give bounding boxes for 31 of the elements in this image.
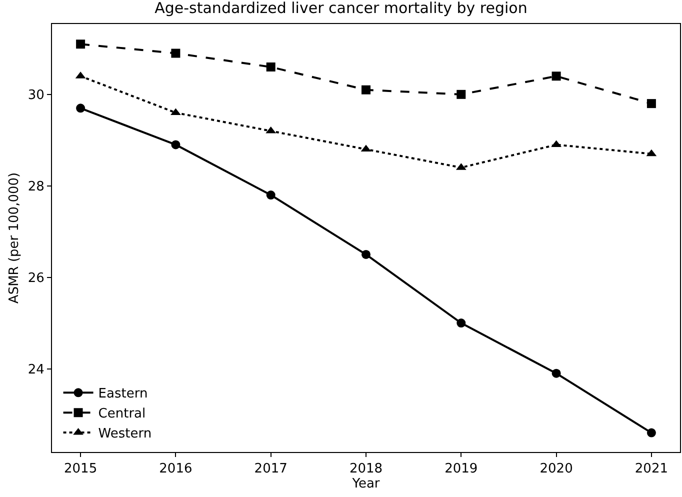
legend-label: Eastern <box>98 386 148 402</box>
point <box>266 62 276 72</box>
x-tick-label: 2019 <box>444 462 478 477</box>
x-tick-label: 2018 <box>349 462 383 477</box>
x-tick-label: 2021 <box>634 462 668 477</box>
y-tick-label: 24 <box>28 362 44 378</box>
x-axis-title: Year <box>351 476 380 492</box>
point <box>362 85 370 94</box>
x-tick-label: 2017 <box>254 462 288 477</box>
y-axis-title: ASMR (per 100,000) <box>6 172 22 304</box>
y-tick-label: 26 <box>28 270 44 286</box>
point <box>362 250 370 259</box>
point <box>456 90 466 99</box>
x-tick-label: 2016 <box>159 462 192 477</box>
point <box>76 104 86 113</box>
point <box>76 40 86 49</box>
point <box>266 190 276 200</box>
point <box>171 140 180 150</box>
point <box>552 368 561 378</box>
legend-label: Western <box>98 426 152 442</box>
point <box>646 99 656 108</box>
point <box>646 428 656 438</box>
chart-title: Age-standardized liver cancer mortality by region <box>154 0 528 17</box>
point <box>456 318 466 328</box>
point <box>171 48 180 58</box>
point <box>552 72 561 81</box>
y-tick-label: 30 <box>28 88 44 103</box>
x-tick-label: 2015 <box>64 462 98 477</box>
legend-label: Central <box>98 406 146 422</box>
x-tick-label: 2020 <box>540 462 573 477</box>
y-tick-label: 28 <box>28 179 44 194</box>
